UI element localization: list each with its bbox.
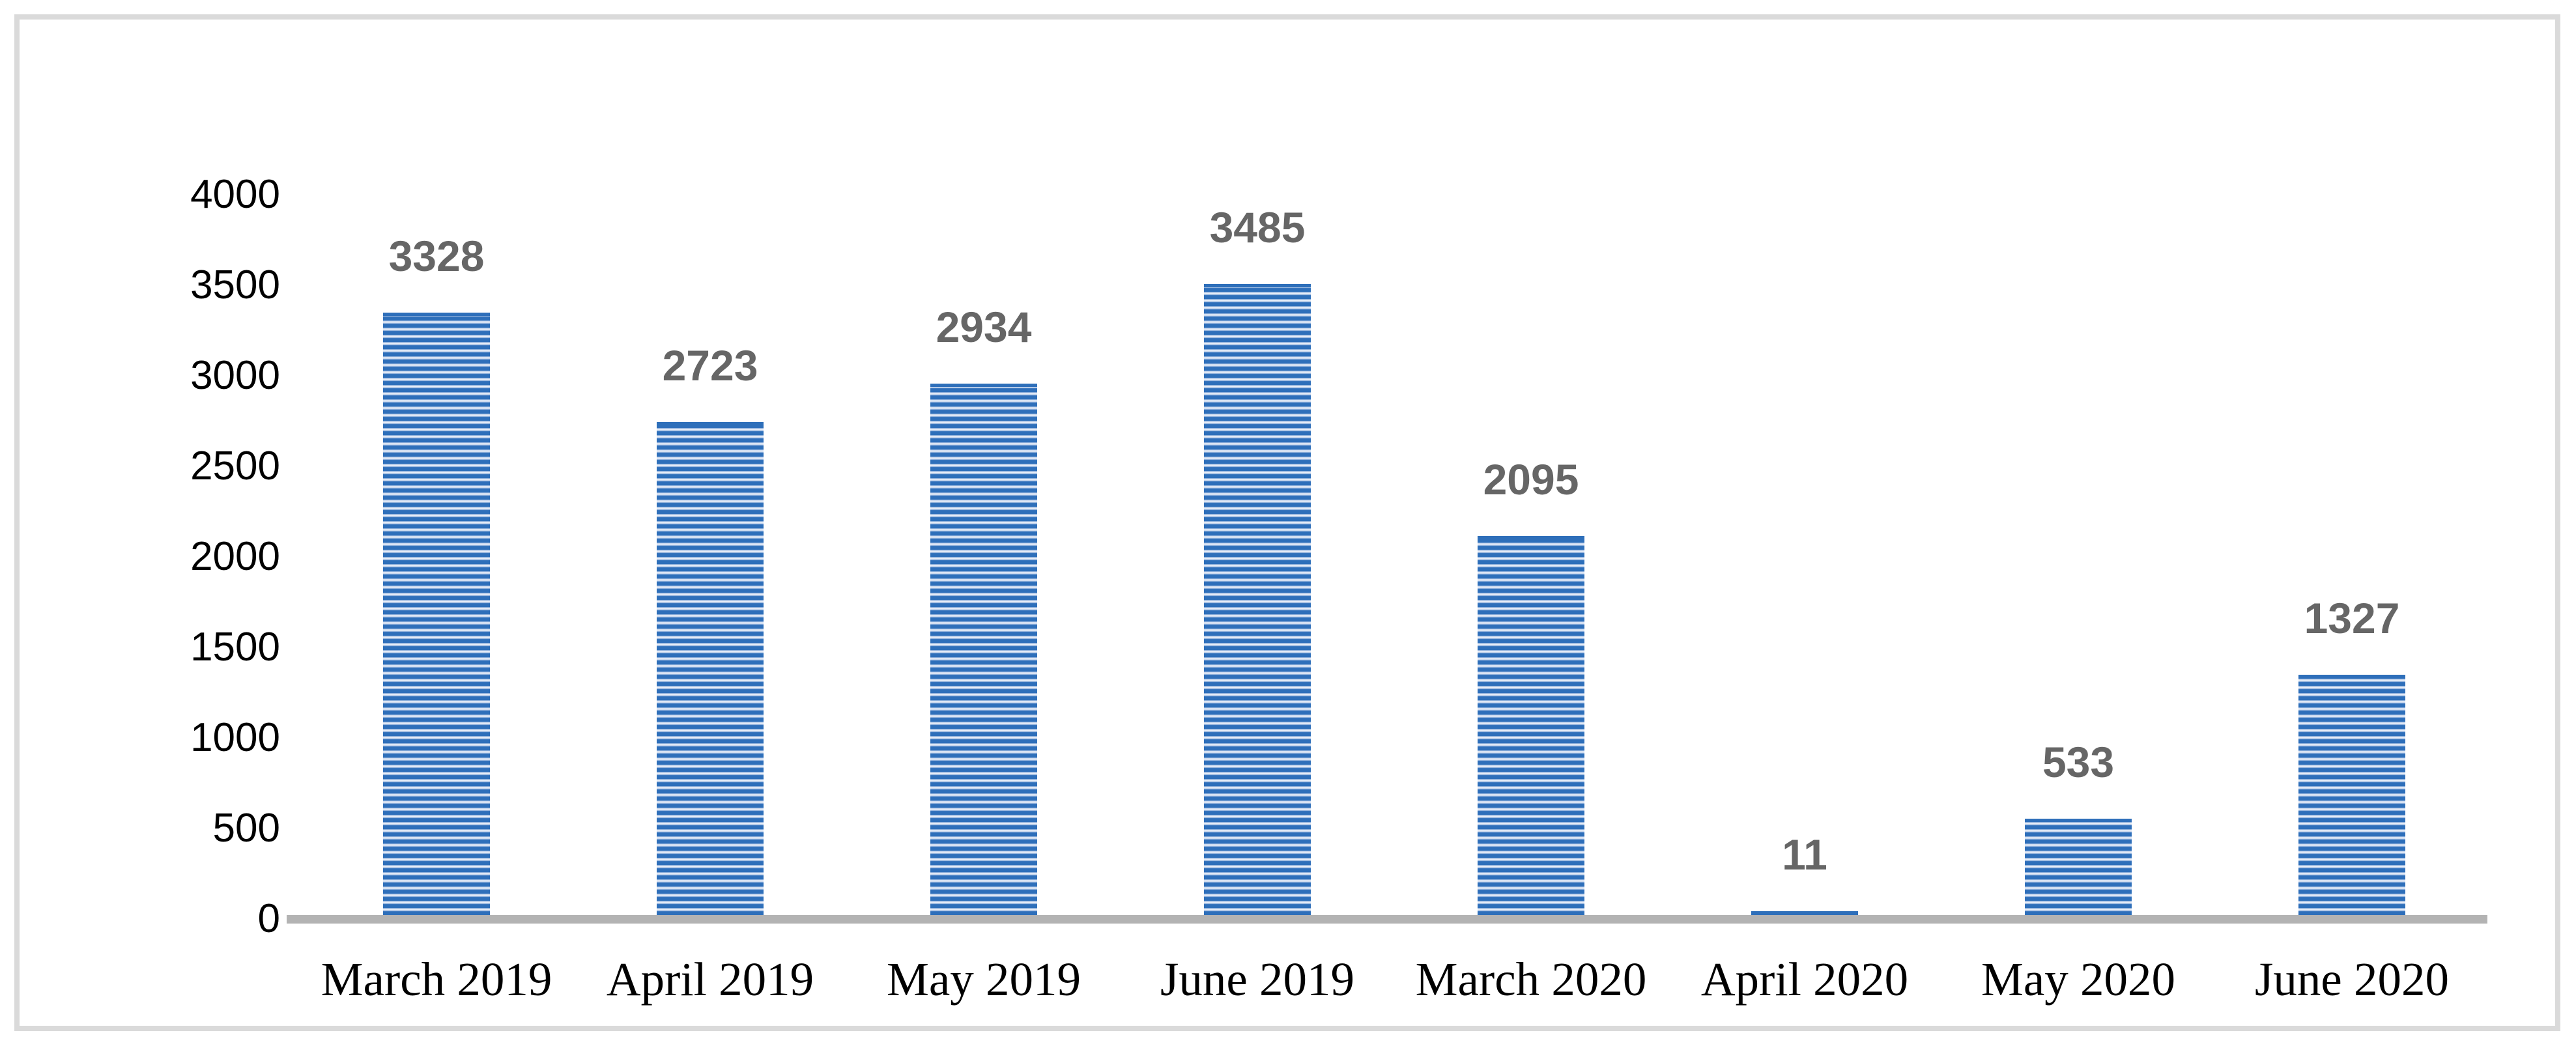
- bar: [2025, 819, 2132, 915]
- bar: [383, 313, 490, 915]
- bar-value-label: 533: [2042, 738, 2115, 786]
- x-tick-label: June 2019: [1160, 953, 1355, 1006]
- x-tick-label: May 2019: [886, 953, 1081, 1006]
- x-tick-label: May 2020: [1981, 953, 2176, 1006]
- bar: [930, 384, 1037, 915]
- bar: [657, 422, 764, 915]
- bar-value-label: 1327: [2304, 594, 2400, 642]
- y-tick-label: 3000: [190, 353, 280, 398]
- x-tick-label: March 2020: [1415, 953, 1647, 1006]
- x-tick-label: April 2019: [606, 953, 814, 1006]
- bar: [2298, 675, 2405, 915]
- x-tick-label: March 2019: [321, 953, 552, 1006]
- x-tick-label: June 2020: [2254, 953, 2450, 1006]
- y-tick-label: 1000: [190, 715, 280, 760]
- y-tick-label: 3500: [190, 262, 280, 307]
- y-tick-label: 2000: [190, 534, 280, 579]
- y-tick-label: 0: [257, 896, 280, 941]
- bar-value-label: 2723: [662, 341, 758, 389]
- bar-value-label: 3485: [1209, 203, 1306, 251]
- y-tick-label: 500: [212, 806, 280, 851]
- y-tick-label: 1500: [190, 625, 280, 670]
- x-tick-label: April 2020: [1700, 953, 1909, 1006]
- y-tick-label: 2500: [190, 444, 280, 488]
- bar-value-label: 11: [1782, 830, 1827, 879]
- bar: [1478, 536, 1584, 915]
- bar-value-label: 2095: [1483, 455, 1579, 503]
- bar: [1204, 284, 1311, 915]
- bar-value-label: 2934: [936, 303, 1032, 351]
- bar-value-label: 3328: [388, 232, 485, 280]
- y-tick-label: 4000: [190, 172, 280, 217]
- bar: [1751, 911, 1858, 915]
- x-axis-line: [287, 915, 2487, 924]
